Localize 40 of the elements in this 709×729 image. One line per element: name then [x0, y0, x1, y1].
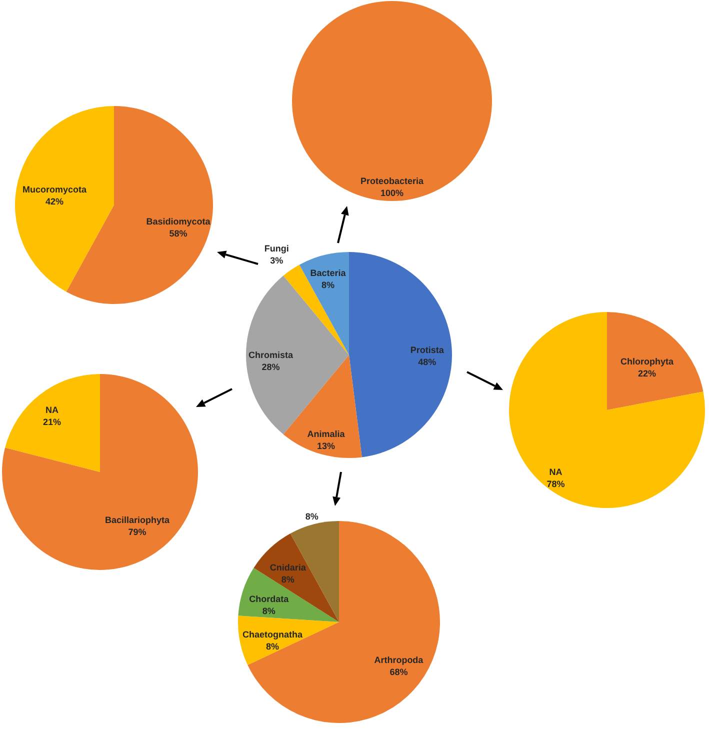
data-label: 28%: [262, 362, 280, 372]
data-label: 8%: [262, 606, 276, 616]
data-label: 58%: [169, 228, 188, 238]
pie-slice: [299, 252, 349, 355]
pie-slice: [5, 374, 100, 472]
data-label: 8%: [321, 280, 335, 290]
data-label: 68%: [390, 666, 408, 677]
slice-label: NA: [45, 405, 59, 416]
data-label: 8%: [266, 642, 280, 652]
data-label: 8%: [281, 574, 294, 585]
slice-label: Bacteria: [310, 268, 347, 278]
slice-label: Arthropoda: [374, 654, 424, 665]
data-label: 21%: [42, 417, 61, 428]
data-label: 22%: [638, 368, 656, 379]
slice-label: Proteobacteria: [360, 176, 424, 186]
slice-label: Animalia: [307, 429, 346, 440]
pie-slice: [607, 312, 704, 410]
slice-label: Chlorophyta: [620, 356, 674, 367]
slice-label: Basidiomycota: [146, 216, 212, 226]
slice-label: Mucoromycota: [22, 184, 88, 195]
pie-slice: [2, 374, 198, 570]
slice-label: Protista: [410, 345, 445, 356]
data-label: 78%: [546, 478, 565, 489]
data-label: 100%: [380, 188, 404, 198]
data-label: 3%: [270, 256, 284, 266]
slice-label: Chordata: [249, 594, 290, 604]
pie-slice: [349, 252, 452, 458]
data-label: 8%: [305, 511, 318, 522]
pie-slice: [509, 312, 705, 508]
pie-slice: [15, 106, 114, 292]
slice-label: Fungi: [264, 244, 289, 254]
data-label: 42%: [46, 196, 64, 207]
slice-label: Chromista: [248, 350, 294, 360]
data-label: 13%: [317, 441, 336, 452]
slice-label: Chaetognatha: [242, 630, 304, 640]
slice-label: Cnidaria: [270, 562, 307, 573]
data-label: 79%: [128, 527, 146, 538]
slice-label: Bacillariophyta: [104, 515, 170, 526]
slice-label: NA: [549, 466, 563, 477]
data-label: 48%: [418, 357, 436, 368]
